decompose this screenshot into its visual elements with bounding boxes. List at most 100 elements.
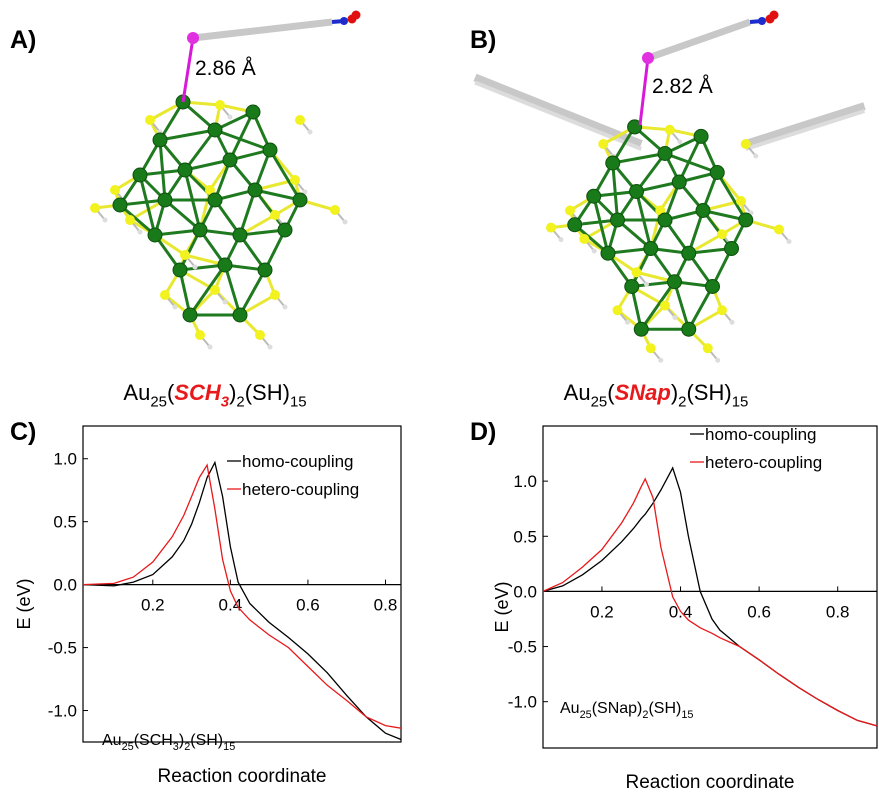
au-atom — [246, 105, 260, 119]
legend-label: hetero-coupling — [242, 480, 359, 499]
bond — [160, 130, 215, 140]
h-atom — [268, 345, 273, 350]
formula-part: ) — [229, 380, 236, 405]
h-atom — [715, 358, 720, 363]
au-atom — [682, 322, 696, 336]
au-atom — [587, 189, 601, 203]
s-atom — [215, 100, 225, 110]
formula-part: (SH) — [648, 700, 681, 717]
h-atom — [228, 115, 233, 120]
au-atom — [278, 223, 292, 237]
h-atom — [103, 218, 108, 223]
formula-part: SCH — [174, 380, 222, 405]
au-atom — [208, 123, 222, 137]
page: A)2.86 ÅAu25(SCH3)2(SH)15B)2.82 ÅAu25(SN… — [0, 0, 879, 794]
s-atom — [632, 267, 642, 277]
s-atom-top — [642, 52, 654, 64]
h-atom — [173, 305, 178, 310]
h-atom — [559, 237, 564, 242]
n-atom — [340, 17, 348, 25]
series-line — [543, 468, 877, 726]
bond — [160, 140, 165, 200]
legend-label: hetero-coupling — [705, 453, 822, 472]
s-atom — [145, 115, 155, 125]
ligand-bond — [475, 78, 641, 145]
y-axis-title: E (eV) — [14, 578, 34, 629]
au-atom — [153, 133, 167, 147]
h-atom — [193, 265, 198, 270]
x-axis-title: Reaction coordinate — [626, 772, 795, 793]
au-atom — [173, 263, 187, 277]
ligand-bond — [193, 22, 332, 38]
y-tick-label: 1.0 — [53, 450, 77, 469]
au-atom — [178, 163, 192, 177]
h-atom — [673, 315, 678, 320]
s-atom — [579, 234, 589, 244]
formula-part: (SCH — [134, 732, 173, 749]
au-atom — [710, 166, 724, 180]
s-atom — [565, 206, 575, 216]
h-atom — [677, 139, 682, 144]
au-atom — [113, 198, 127, 212]
au-atom — [183, 308, 197, 322]
formula-part: 15 — [681, 709, 693, 721]
molecule — [475, 78, 865, 363]
h-atom — [308, 130, 313, 135]
y-tick-label: 0.0 — [53, 576, 77, 595]
plot-frame — [83, 426, 401, 742]
au-atom — [263, 143, 277, 157]
panel-label: A) — [10, 26, 36, 54]
s-atom — [295, 115, 305, 125]
au-atom — [606, 156, 620, 170]
s-atom — [774, 225, 784, 235]
au-atom — [248, 183, 262, 197]
formula-part: (SH) — [190, 732, 223, 749]
s-atom — [160, 290, 170, 300]
y-tick-label: 0.5 — [513, 527, 537, 546]
au-s-bond — [183, 38, 193, 102]
au-atom — [706, 280, 720, 294]
s-atom — [290, 175, 300, 185]
s-atom — [665, 125, 675, 135]
au-atom — [668, 275, 682, 289]
h-atom — [592, 249, 597, 254]
formula-part: 2 — [236, 394, 244, 411]
formula: Au25(SNap)2(SH)15 — [564, 380, 749, 411]
au-atom — [658, 147, 672, 161]
formula-part: Au — [102, 732, 122, 749]
x-tick-label: 0.8 — [374, 596, 398, 615]
o-atom — [352, 11, 361, 20]
au-atom — [672, 175, 686, 189]
s-atom — [717, 305, 727, 315]
formula-part: 25 — [591, 394, 608, 411]
h-atom — [730, 320, 735, 325]
h-atom — [787, 239, 792, 244]
x-tick-label: 0.2 — [141, 596, 165, 615]
s-atom — [330, 205, 340, 215]
h-atom — [138, 230, 143, 235]
au-atom — [625, 280, 639, 294]
s-atom — [180, 250, 190, 260]
s-atom — [703, 343, 713, 353]
x-tick-label: 0.2 — [590, 602, 614, 621]
au-atom — [611, 213, 625, 227]
ligand-bond — [475, 83, 641, 150]
h-atom — [343, 220, 348, 225]
au-atom — [218, 258, 232, 272]
formula-part: ) — [671, 380, 678, 405]
au-s-bond — [640, 58, 648, 125]
s-atom — [270, 210, 280, 220]
h-atom — [644, 282, 649, 287]
h-atom — [223, 300, 228, 305]
o-atom — [770, 11, 779, 20]
au-atom — [694, 129, 708, 143]
s-atom — [717, 229, 727, 239]
au-atom — [696, 204, 710, 218]
h-atom — [208, 345, 213, 350]
n-atom — [758, 17, 766, 25]
y-axis-title: E (eV) — [492, 581, 512, 632]
x-tick-label: 0.6 — [747, 602, 771, 621]
x-tick-label: 0.4 — [219, 596, 243, 615]
s-atom — [125, 215, 135, 225]
y-tick-label: 0.5 — [53, 513, 77, 532]
